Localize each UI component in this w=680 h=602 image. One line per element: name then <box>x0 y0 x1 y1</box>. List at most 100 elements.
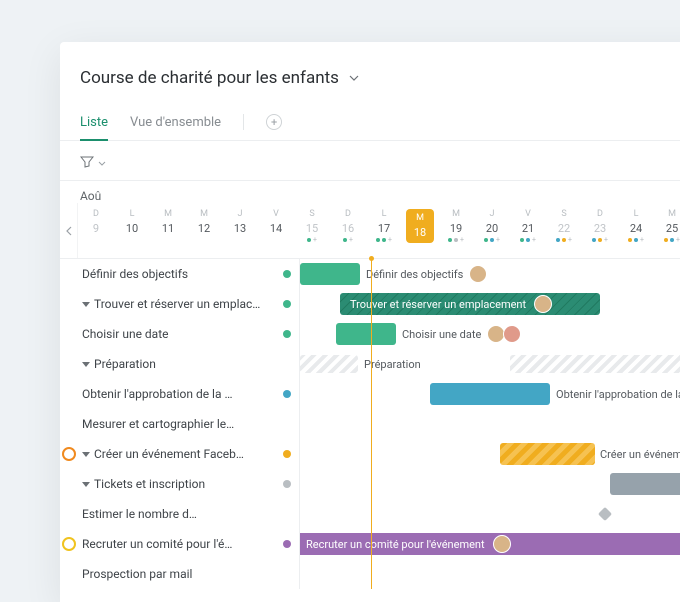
task-dot <box>283 300 291 308</box>
caret-icon[interactable] <box>82 482 90 487</box>
calendar-day[interactable]: J20+ <box>474 203 510 258</box>
task-row[interactable]: Obtenir l'approbation de la … <box>60 379 299 409</box>
tab-separator <box>243 114 244 130</box>
task-dot <box>283 390 291 398</box>
task-list: Définir des objectifs Trouver et réserver… <box>60 259 300 589</box>
gantt-bar[interactable] <box>610 473 680 495</box>
gantt-chart: Définir des objectifs Trouver et réserve… <box>300 259 680 589</box>
month-label: Aoû <box>60 181 680 203</box>
today-indicator <box>371 259 372 589</box>
task-dot <box>283 540 291 548</box>
task-label: Recruter un comité pour l'é… <box>78 537 289 551</box>
gantt-row: Obtenir l'approbation de la ville/de la … <box>300 379 680 409</box>
bar-label-outside: Créer un événement Facebook <box>600 443 680 465</box>
prev-button[interactable] <box>64 203 74 258</box>
bar-label-outside: Préparation <box>364 353 421 375</box>
gantt-row <box>300 499 680 529</box>
task-dot <box>283 330 291 338</box>
calendar-header: D9L10M11M12J13V14S15+D16+L17+M18M19+J20+… <box>60 203 680 258</box>
bar-label-outside: Définir des objectifs <box>366 263 487 285</box>
gantt-row: Préparation <box>300 349 680 379</box>
calendar-day[interactable]: M18 <box>402 203 438 258</box>
gantt-bar[interactable] <box>336 323 396 345</box>
calendar-day[interactable]: S22+ <box>546 203 582 258</box>
caret-icon[interactable] <box>82 302 90 307</box>
calendar-nav-left <box>60 203 78 258</box>
calendar-day[interactable]: L24+ <box>618 203 654 258</box>
task-label: Trouver et réserver un emplac… <box>78 297 289 311</box>
calendar-day[interactable]: D9 <box>78 203 114 258</box>
gantt-row: Ticke <box>300 469 680 499</box>
calendar-day[interactable]: M12 <box>186 203 222 258</box>
task-row[interactable]: Préparation <box>60 349 299 379</box>
gantt-bar[interactable] <box>430 383 550 405</box>
milestone-icon[interactable] <box>598 507 612 521</box>
gantt-row: Choisir une date <box>300 319 680 349</box>
status-icon <box>60 447 78 461</box>
caret-icon[interactable] <box>82 362 90 367</box>
calendar-day[interactable]: L10 <box>114 203 150 258</box>
task-label: Choisir une date <box>78 327 289 341</box>
avatar <box>493 535 511 553</box>
gantt-bar[interactable]: Recruter un comité pour l'événement <box>296 533 680 555</box>
calendar-day[interactable]: V21+ <box>510 203 546 258</box>
task-label: Définir des objectifs <box>78 267 289 281</box>
calendar-day[interactable]: D16+ <box>330 203 366 258</box>
task-row[interactable]: Mesurer et cartographier le… <box>60 409 299 439</box>
task-label: Obtenir l'approbation de la … <box>78 387 289 401</box>
tab-overview[interactable]: Vue d'ensemble <box>130 115 221 140</box>
bar-label-outside: Choisir une date <box>402 323 521 345</box>
gantt-bar[interactable]: Trouver et réserver un emplacement <box>340 293 600 315</box>
chevron-down-icon[interactable] <box>349 73 359 83</box>
avatar <box>503 325 521 343</box>
bar-label: Trouver et réserver un emplacement <box>350 298 526 311</box>
gantt-row: Trouver et réserver un emplacement <box>300 289 680 319</box>
task-label: Tickets et inscription <box>78 477 289 491</box>
calendar-day[interactable]: S15+ <box>294 203 330 258</box>
add-tab-button[interactable]: + <box>266 114 282 130</box>
task-row[interactable]: Créer un événement Faceb… <box>60 439 299 469</box>
task-label: Préparation <box>78 357 289 371</box>
calendar-day[interactable]: M19+ <box>438 203 474 258</box>
task-row[interactable]: Prospection par mail <box>60 559 299 589</box>
title-row: Course de charité pour les enfants <box>80 68 680 88</box>
task-row[interactable]: Trouver et réserver un emplac… <box>60 289 299 319</box>
task-label: Prospection par mail <box>78 567 289 581</box>
gantt-bar[interactable] <box>500 443 595 465</box>
project-title: Course de charité pour les enfants <box>80 68 339 88</box>
filter-icon[interactable] <box>80 154 94 168</box>
bar-label: Recruter un comité pour l'événement <box>306 538 485 551</box>
toolbar <box>60 141 680 181</box>
task-row[interactable]: Définir des objectifs <box>60 259 299 289</box>
gantt-row <box>300 409 680 439</box>
calendar-day[interactable]: M11 <box>150 203 186 258</box>
task-dot <box>283 450 291 458</box>
gantt-section <box>510 355 680 373</box>
bar-label-outside: Obtenir l'approbation de la ville/de la … <box>556 383 680 405</box>
tabs: Liste Vue d'ensemble + <box>60 102 680 141</box>
task-row[interactable]: Choisir une date <box>60 319 299 349</box>
task-row[interactable]: Recruter un comité pour l'é… <box>60 529 299 559</box>
app-card: Course de charité pour les enfants Liste… <box>60 42 680 602</box>
calendar-day[interactable]: L17+ <box>366 203 402 258</box>
task-row[interactable]: Tickets et inscription <box>60 469 299 499</box>
task-dot <box>283 270 291 278</box>
gantt-row: Définir des objectifs <box>300 259 680 289</box>
avatar <box>534 295 552 313</box>
gantt-section <box>300 355 358 373</box>
gantt-row <box>300 559 680 589</box>
task-row[interactable]: Estimer le nombre d… <box>60 499 299 529</box>
tab-list[interactable]: Liste <box>80 115 108 140</box>
status-icon <box>60 537 78 551</box>
calendar-days: D9L10M11M12J13V14S15+D16+L17+M18M19+J20+… <box>78 203 680 258</box>
calendar-day[interactable]: M25+ <box>654 203 680 258</box>
calendar-day[interactable]: V14 <box>258 203 294 258</box>
calendar-day[interactable]: D23+ <box>582 203 618 258</box>
gantt-bar[interactable] <box>300 263 360 285</box>
calendar-day[interactable]: J13 <box>222 203 258 258</box>
header: Course de charité pour les enfants <box>60 42 680 102</box>
main-area: Définir des objectifs Trouver et réserver… <box>60 258 680 589</box>
caret-icon[interactable] <box>82 452 90 457</box>
task-label: Mesurer et cartographier le… <box>78 417 289 431</box>
chevron-down-icon[interactable] <box>98 151 106 170</box>
